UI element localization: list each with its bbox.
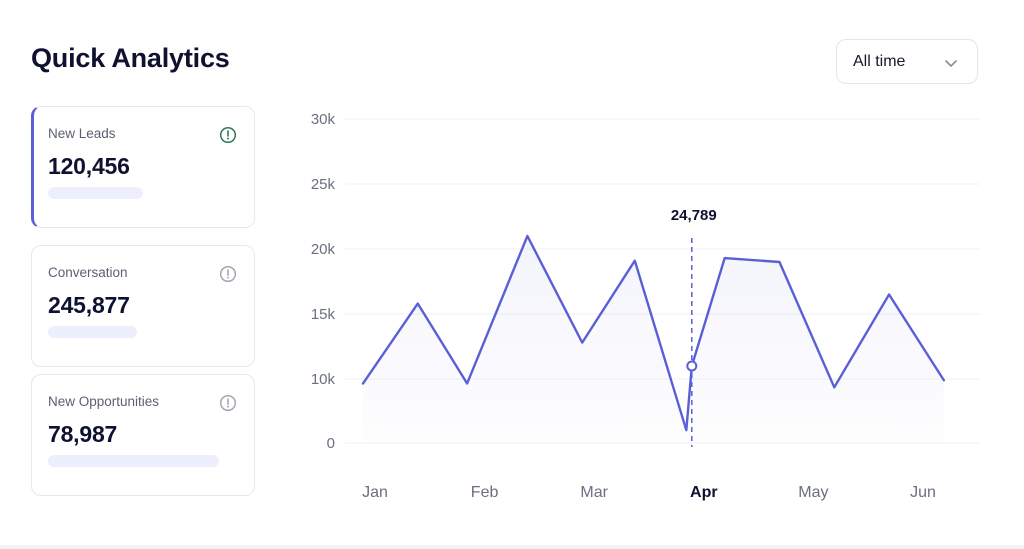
y-tick-label: 30k [311, 111, 336, 128]
y-tick-label: 10k [311, 371, 336, 388]
info-icon[interactable] [219, 126, 237, 144]
metric-card-label: New Leads [48, 126, 116, 141]
chevron-down-icon [945, 60, 957, 67]
highlighted-point[interactable] [686, 360, 698, 372]
data-point[interactable] [360, 380, 366, 386]
y-tick-label: 20k [311, 241, 336, 258]
x-tick-label: Apr [690, 484, 718, 501]
chart-tooltip: 24,789 [656, 198, 727, 232]
data-point[interactable] [683, 427, 689, 433]
data-point[interactable] [722, 255, 728, 261]
x-tick-label: Jun [910, 484, 936, 501]
series-area [363, 236, 944, 443]
metric-card-value: 245,877 [48, 292, 130, 318]
divider [0, 545, 1024, 549]
time-range-value: All time [853, 52, 906, 70]
metric-card-label: Conversation [48, 265, 128, 280]
x-tick-label: May [798, 484, 828, 501]
data-point[interactable] [524, 233, 530, 239]
data-point[interactable] [464, 380, 470, 386]
data-point[interactable] [415, 301, 421, 307]
metric-card-label: New Opportunities [48, 394, 160, 409]
metric-card-value: 120,456 [48, 153, 130, 179]
info-icon[interactable] [219, 394, 237, 412]
metric-card-new-leads[interactable]: New Leads 120,456 [31, 106, 255, 228]
data-point[interactable] [831, 384, 837, 390]
data-point[interactable] [776, 259, 782, 265]
page-title: Quick Analytics [31, 43, 230, 73]
data-point[interactable] [579, 340, 585, 346]
metric-progress-bar [48, 187, 143, 199]
x-tick-label: Mar [580, 484, 608, 501]
y-tick-label: 15k [311, 306, 336, 323]
metric-card-new-opportunities[interactable]: New Opportunities 78,987 [31, 374, 255, 496]
data-point[interactable] [886, 292, 892, 298]
time-range-select[interactable]: All time [836, 39, 978, 84]
y-tick-label: 25k [311, 176, 336, 193]
tooltip-value: 24,789 [671, 207, 717, 224]
x-tick-label: Jan [362, 484, 388, 501]
metric-progress-bar [48, 326, 138, 338]
metric-card-value: 78,987 [48, 421, 118, 447]
tooltip-box [656, 198, 727, 232]
metric-card-conversation[interactable]: Conversation 245,877 [31, 245, 255, 367]
metric-progress-bar [48, 455, 219, 467]
series-line [361, 234, 946, 432]
x-tick-label: Feb [471, 484, 499, 501]
y-tick-label: 0 [327, 435, 335, 452]
info-icon[interactable] [219, 265, 237, 283]
data-point[interactable] [941, 377, 947, 383]
data-point[interactable] [632, 258, 638, 264]
